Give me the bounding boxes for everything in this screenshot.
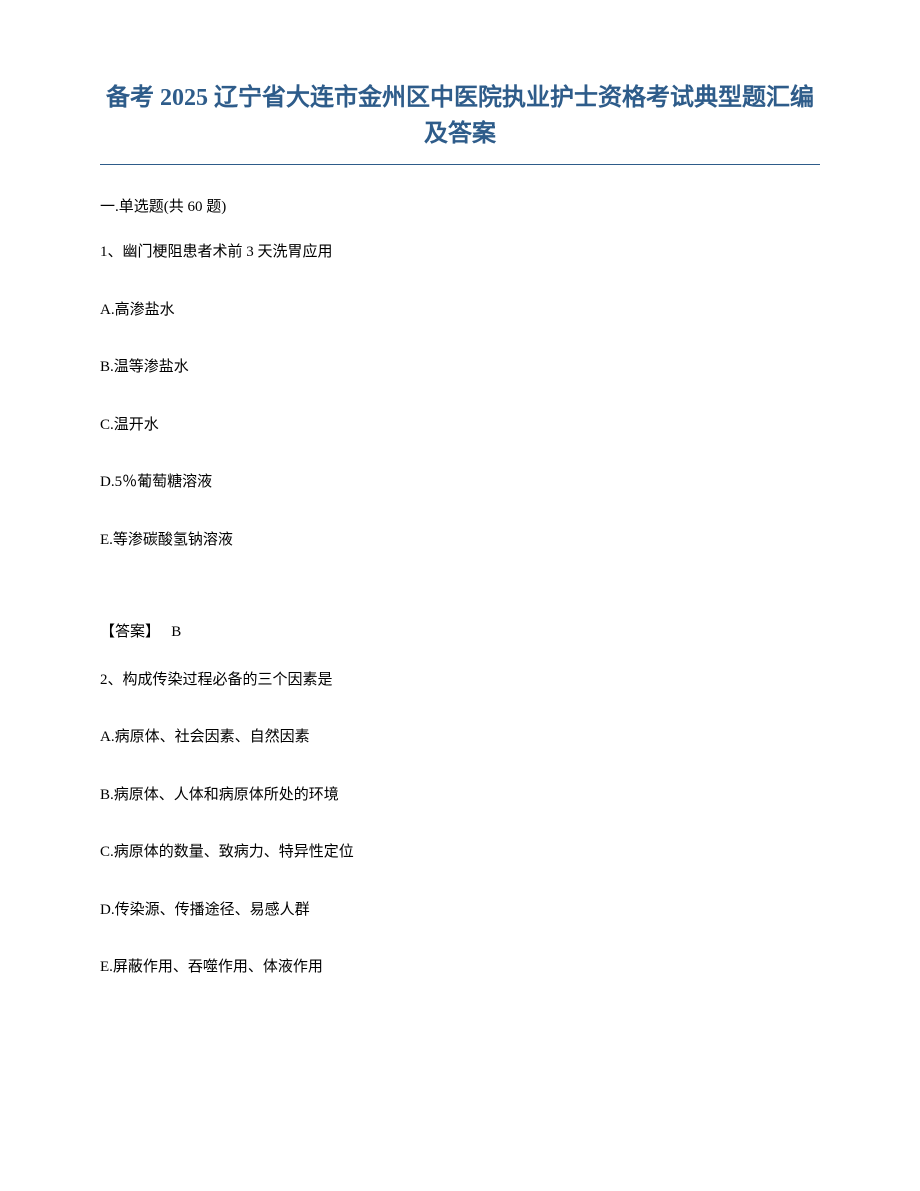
option-e: E.屏蔽作用、吞噬作用、体液作用 (100, 956, 820, 979)
option-d: D.5％葡萄糖溶液 (100, 471, 820, 494)
answer-line: 【答案】 B (100, 621, 820, 644)
option-b: B.病原体、人体和病原体所处的环境 (100, 784, 820, 807)
document-title: 备考 2025 辽宁省大连市金州区中医院执业护士资格考试典型题汇编及答案 (100, 80, 820, 165)
option-a: A.高渗盐水 (100, 299, 820, 322)
question-1: 1、幽门梗阻患者术前 3 天洗胃应用 A.高渗盐水 B.温等渗盐水 C.温开水 … (100, 241, 820, 644)
option-b: B.温等渗盐水 (100, 356, 820, 379)
option-c: C.病原体的数量、致病力、特异性定位 (100, 841, 820, 864)
question-text: 2、构成传染过程必备的三个因素是 (100, 669, 820, 692)
question-2: 2、构成传染过程必备的三个因素是 A.病原体、社会因素、自然因素 B.病原体、人… (100, 669, 820, 979)
question-body: 幽门梗阻患者术前 3 天洗胃应用 (123, 244, 333, 260)
answer-value: B (171, 624, 181, 640)
question-number: 1、 (100, 244, 123, 260)
option-e: E.等渗碳酸氢钠溶液 (100, 529, 820, 552)
option-c: C.温开水 (100, 414, 820, 437)
option-a: A.病原体、社会因素、自然因素 (100, 726, 820, 749)
question-number: 2、 (100, 672, 123, 688)
option-d: D.传染源、传播途径、易感人群 (100, 899, 820, 922)
answer-label: 【答案】 (100, 624, 160, 640)
section-header: 一.单选题(共 60 题) (100, 195, 820, 216)
question-body: 构成传染过程必备的三个因素是 (123, 672, 333, 688)
question-text: 1、幽门梗阻患者术前 3 天洗胃应用 (100, 241, 820, 264)
